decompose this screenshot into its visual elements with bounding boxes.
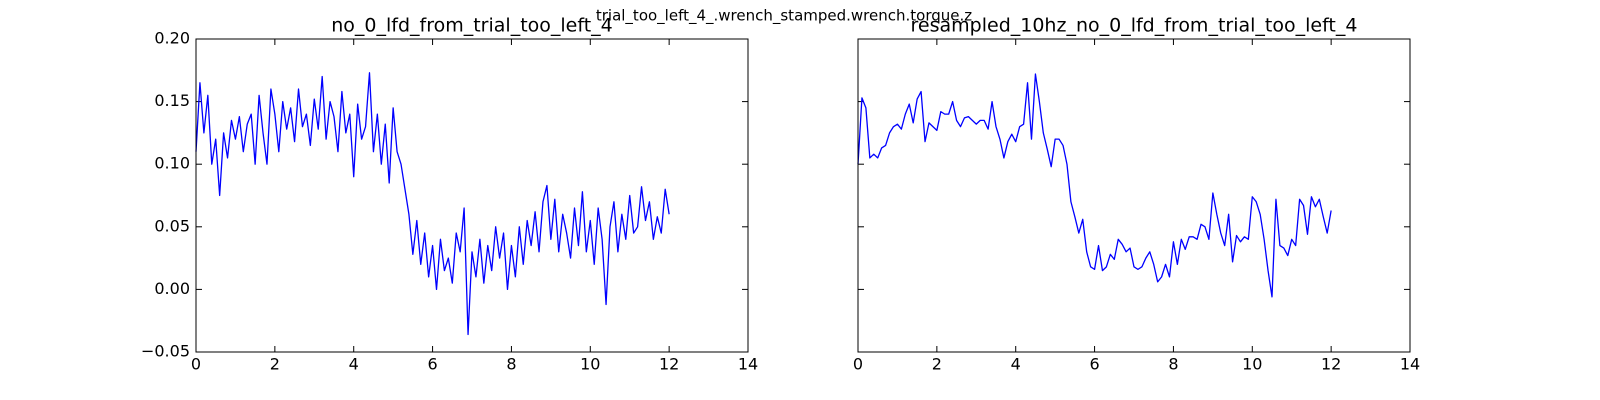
y-tick-label: 0.05 [154,216,190,235]
y-tick-label: 0.15 [154,91,190,110]
x-tick-label: 10 [580,355,600,374]
x-tick-label: 4 [1011,355,1021,374]
y-tick-label: 0.00 [154,279,190,298]
axes-frame [857,38,1411,353]
x-tick-label: 0 [853,355,863,374]
x-tick-label: 0 [191,355,201,374]
data-line [857,73,1332,298]
x-tick-label: 12 [1321,355,1341,374]
axes-frame [195,38,749,353]
x-tick-label: 14 [738,355,758,374]
x-tick-label: 8 [1168,355,1178,374]
y-tick-label: 0.10 [154,154,190,173]
x-tick-label: 2 [932,355,942,374]
x-tick-label: 6 [1089,355,1099,374]
subplot-title: no_0_lfd_from_trial_too_left_4 [331,15,613,37]
x-tick-label: 12 [659,355,679,374]
x-tick-label: 10 [1242,355,1262,374]
x-tick-label: 6 [427,355,437,374]
figure-title: trial_too_left_4_.wrench_stamped.wrench.… [596,7,972,26]
x-tick-label: 2 [270,355,280,374]
subplot-title: resampled_10hz_no_0_lfd_from_trial_too_l… [911,15,1358,37]
y-tick-label: 0.20 [154,29,190,48]
y-tick-label: −0.05 [141,342,190,361]
x-tick-label: 14 [1400,355,1420,374]
x-tick-label: 4 [349,355,359,374]
x-tick-label: 8 [506,355,516,374]
data-line [195,72,670,336]
